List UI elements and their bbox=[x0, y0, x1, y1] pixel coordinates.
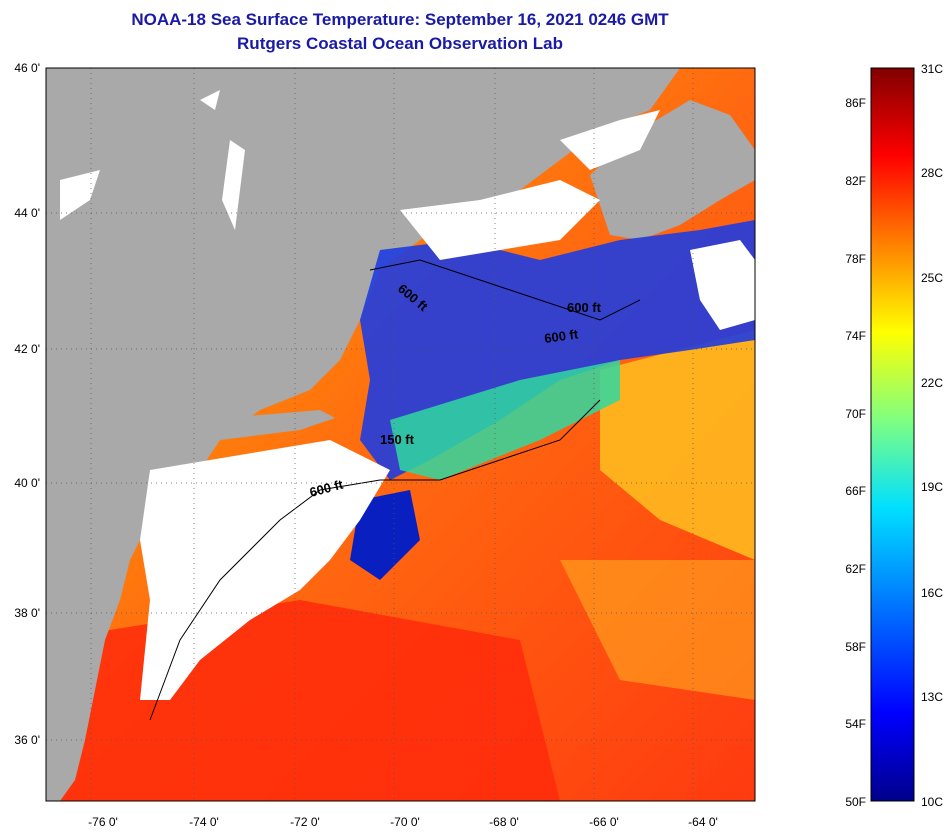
lon-tick: -70 0' bbox=[390, 815, 420, 829]
land-nova-scotia bbox=[590, 100, 755, 240]
map-title: NOAA-18 Sea Surface Temperature: Septemb… bbox=[131, 10, 669, 29]
isobath-label: 150 ft bbox=[380, 432, 415, 447]
lon-tick: -74 0' bbox=[189, 815, 219, 829]
colorbar-c-label: 31C bbox=[920, 62, 943, 76]
isobath-label: 600 ft bbox=[543, 326, 579, 346]
colorbar-f-label: 82F bbox=[845, 174, 866, 188]
colorbar-c-label: 25C bbox=[920, 271, 943, 285]
warm-yellow-patch bbox=[600, 330, 755, 560]
colorbar-c-label: 19C bbox=[920, 480, 943, 494]
land-cloud-spot bbox=[200, 90, 220, 110]
lon-tick: -66 0' bbox=[589, 815, 619, 829]
lon-tick: -72 0' bbox=[290, 815, 320, 829]
lon-tick: -68 0' bbox=[489, 815, 519, 829]
warm-orange-patch bbox=[560, 560, 755, 700]
colorbar-f-label: 66F bbox=[845, 484, 866, 498]
cool-water-patch bbox=[350, 490, 420, 580]
colorbar-f-label: 50F bbox=[845, 795, 866, 809]
lon-tick: -64 0' bbox=[688, 815, 718, 829]
cloud-mid-atlantic bbox=[140, 440, 390, 700]
lat-tick: 38 0' bbox=[14, 606, 40, 620]
lat-tick: 40 0' bbox=[14, 476, 40, 490]
colorbar-f-label: 78F bbox=[845, 252, 866, 266]
colorbar-c-label: 13C bbox=[920, 690, 943, 704]
colorbar-c-label: 16C bbox=[920, 586, 943, 600]
lat-tick: 44 0' bbox=[14, 206, 40, 220]
transition-water bbox=[390, 360, 620, 480]
colorbar-c-label: 10C bbox=[920, 795, 943, 809]
map-subtitle: Rutgers Coastal Ocean Observation Lab bbox=[237, 34, 563, 53]
land-cloud-spot bbox=[222, 140, 245, 230]
map-frame bbox=[45, 67, 756, 802]
isobath-600-contour bbox=[149, 399, 601, 721]
lat-tick: 36 0' bbox=[14, 733, 40, 747]
land-mainland bbox=[46, 68, 680, 801]
colorbar-c-label: 22C bbox=[920, 376, 943, 390]
lat-tick: 42 0' bbox=[14, 342, 40, 356]
colorbar-f-label: 70F bbox=[845, 407, 866, 421]
colorbar-f-label: 86F bbox=[845, 96, 866, 110]
isobath-northern-contour bbox=[369, 259, 641, 321]
colorbar-f-label: 74F bbox=[845, 329, 866, 343]
cloud-bay-of-fundy bbox=[560, 110, 660, 170]
cloud-east bbox=[690, 240, 755, 330]
lat-tick: 46 0' bbox=[14, 61, 40, 75]
colorbar-c-label: 28C bbox=[920, 166, 943, 180]
colorbar bbox=[870, 67, 915, 802]
isobath-label: 600 ft bbox=[567, 300, 602, 315]
lon-tick: -76 0' bbox=[88, 815, 118, 829]
land-cloud-spot bbox=[60, 170, 100, 220]
land-long-island bbox=[200, 410, 335, 440]
colorbar-f-label: 54F bbox=[845, 717, 866, 731]
colorbar-f-label: 62F bbox=[845, 562, 866, 576]
colorbar-f-label: 58F bbox=[845, 640, 866, 654]
cloud-gulf-of-maine bbox=[400, 180, 600, 260]
